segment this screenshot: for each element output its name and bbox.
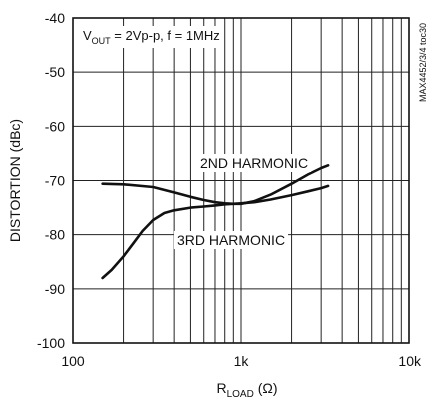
x-tick-label: 10k	[398, 353, 422, 369]
x-tick-label: 100	[61, 353, 85, 369]
y-axis-title: DISTORTION (dBc)	[7, 119, 23, 242]
y-tick-label: -50	[45, 64, 65, 80]
conditions-sub: OUT	[92, 36, 112, 46]
conditions-annotation: VOUT = 2Vp-p, f = 1MHz	[83, 28, 220, 46]
y-tick-label: -70	[45, 173, 65, 189]
x-axis-title-unit: (Ω)	[254, 380, 278, 396]
tick-labels: -40 -50 -60 -70 -80 -90 -100 100 1k 10k RLOAD (Ω) D…	[7, 10, 422, 400]
series-line-3rd-harmonic	[101, 184, 330, 280]
x-axis-title-main: R	[216, 380, 226, 396]
x-axis-title-sub: LOAD	[227, 389, 254, 400]
series-lines	[101, 164, 330, 280]
series-label-2nd-harmonic: 2ND HARMONIC	[200, 155, 308, 171]
grid-lines	[73, 18, 409, 343]
y-tick-label: -40	[45, 10, 65, 26]
y-tick-label: -80	[45, 227, 65, 243]
x-axis-title: RLOAD (Ω)	[216, 380, 277, 400]
label-background	[173, 231, 289, 249]
conditions-rest: = 2Vp-p, f = 1MHz	[111, 28, 220, 43]
label-background	[80, 26, 223, 48]
y-tick-label: -100	[37, 335, 65, 351]
series-label-3rd-harmonic: 3RD HARMONIC	[177, 232, 285, 248]
series-label-2nd-harmonic-group: 2ND HARMONIC	[196, 154, 312, 172]
y-tick-label: -90	[45, 281, 65, 297]
conditions-annotation-group: VOUT = 2Vp-p, f = 1MHz	[80, 26, 223, 48]
y-tick-label: -60	[45, 118, 65, 134]
conditions-main: V	[83, 28, 92, 43]
figure-code: MAX4452/3/4 toc30	[418, 23, 428, 102]
label-background	[196, 154, 312, 172]
annotations: 2ND HARMONIC 3RD HARMONIC VOUT = 2Vp-p, f …	[80, 23, 428, 249]
x-tick-label: 1k	[234, 353, 250, 369]
series-label-3rd-harmonic-group: 3RD HARMONIC	[173, 231, 289, 249]
plot-frame	[72, 17, 410, 344]
